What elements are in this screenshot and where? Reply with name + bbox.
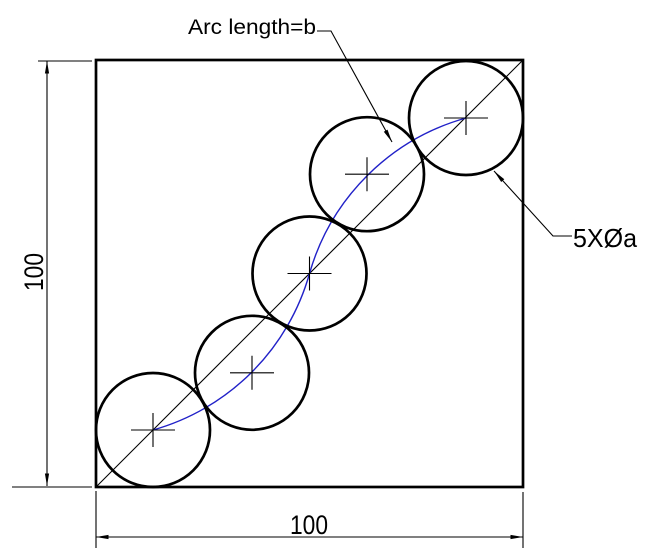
square-outline — [94, 58, 525, 489]
hole-callout-arrowhead — [494, 171, 505, 182]
arc-length-annotation: Arc length=b — [188, 16, 393, 143]
dim-arrow-down — [44, 473, 50, 486]
circle-5 — [407, 59, 525, 177]
hole-callout-leader — [493, 170, 572, 237]
arc-length-leader — [317, 30, 393, 143]
center-mark-5 — [444, 101, 488, 135]
dim-arrow-right — [510, 534, 523, 540]
circle-2 — [193, 314, 311, 432]
dim-arrow-left — [96, 534, 109, 540]
vertical-dimension: 100 — [12, 60, 92, 488]
circle-1 — [94, 371, 212, 489]
horizontal-dimension: 100 — [95, 491, 524, 548]
center-mark-4 — [345, 157, 389, 192]
center-mark-2 — [230, 355, 274, 390]
arc-length-label: Arc length=b — [188, 16, 316, 39]
circle-3 — [251, 215, 368, 332]
height-dimension-text: 100 — [19, 253, 49, 291]
dim-arrow-up — [44, 61, 50, 74]
center-mark-1 — [131, 413, 175, 447]
width-dimension-text: 100 — [290, 510, 328, 540]
arc-length-arrowhead — [383, 129, 392, 142]
circle-4 — [308, 115, 426, 233]
hole-callout-label: 5XØa — [573, 223, 638, 253]
center-mark-3 — [287, 256, 332, 291]
hole-callout-annotation: 5XØa — [493, 170, 638, 253]
